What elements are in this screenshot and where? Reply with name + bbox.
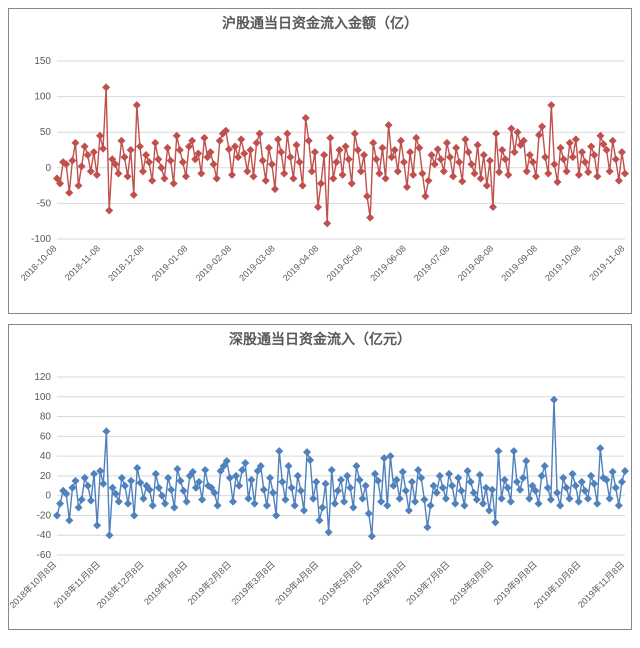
svg-text:100: 100 — [34, 392, 51, 403]
svg-text:2019年8月8日: 2019年8月8日 — [447, 559, 495, 607]
svg-text:2018-10-08: 2018-10-08 — [19, 243, 59, 283]
svg-text:2019年1月8日: 2019年1月8日 — [141, 559, 189, 607]
svg-text:-50: -50 — [37, 198, 52, 209]
svg-text:150: 150 — [34, 56, 51, 67]
svg-text:2019-02-08: 2019-02-08 — [194, 243, 234, 283]
svg-text:120: 120 — [34, 372, 51, 383]
svg-text:0: 0 — [45, 491, 51, 502]
chart-sh-title: 沪股通当日资金流入金额（亿） — [9, 9, 631, 33]
svg-text:2019-01-08: 2019-01-08 — [150, 243, 190, 283]
svg-text:2019-07-08: 2019-07-08 — [412, 243, 452, 283]
svg-text:2019年4月8日: 2019年4月8日 — [272, 559, 320, 607]
svg-text:80: 80 — [40, 412, 52, 423]
svg-text:-40: -40 — [37, 530, 52, 541]
svg-text:-60: -60 — [37, 550, 52, 561]
svg-text:50: 50 — [40, 127, 52, 138]
svg-text:2019-09-08: 2019-09-08 — [499, 243, 539, 283]
chart-sz-connect: 深股通当日资金流入（亿元） -60 -40 -20 0 20 40 60 80 100 120 20… — [8, 324, 632, 630]
svg-text:2019年5月8日: 2019年5月8日 — [316, 559, 364, 607]
svg-text:2018-12-08: 2018-12-08 — [106, 243, 146, 283]
svg-text:100: 100 — [34, 92, 51, 103]
svg-text:2018年11月8日: 2018年11月8日 — [51, 559, 102, 610]
svg-text:2019年11月8日: 2019年11月8日 — [575, 559, 626, 610]
svg-text:2019年9月8日: 2019年9月8日 — [491, 559, 539, 607]
svg-text:2019年2月8日: 2019年2月8日 — [185, 559, 233, 607]
svg-text:-100: -100 — [31, 234, 51, 245]
svg-text:2019-05-08: 2019-05-08 — [325, 243, 365, 283]
svg-text:20: 20 — [40, 471, 52, 482]
svg-text:2019年3月8日: 2019年3月8日 — [229, 559, 277, 607]
svg-text:-20: -20 — [37, 510, 52, 521]
chart-sh-connect: 沪股通当日资金流入金额（亿） -100 -50 0 50 100 150 2018-10-0… — [8, 8, 632, 314]
svg-text:0: 0 — [45, 163, 51, 174]
svg-text:2019-10-08: 2019-10-08 — [543, 243, 583, 283]
chart-sh-svg: -100 -50 0 50 100 150 2018-10-082018-11-082018… — [9, 33, 633, 313]
svg-text:2019-08-08: 2019-08-08 — [456, 243, 496, 283]
chart-sz-svg: -60-40-200204060801001202018年10月8日2018年1… — [9, 349, 633, 629]
svg-text:2018-11-08: 2018-11-08 — [63, 243, 102, 282]
svg-text:2019年7月8日: 2019年7月8日 — [404, 559, 452, 607]
svg-text:2019-04-08: 2019-04-08 — [281, 243, 321, 283]
chart-sz-title: 深股通当日资金流入（亿元） — [9, 325, 631, 349]
svg-text:40: 40 — [40, 451, 52, 462]
svg-text:60: 60 — [40, 431, 52, 442]
svg-text:2019-03-08: 2019-03-08 — [237, 243, 277, 283]
svg-text:2019-11-08: 2019-11-08 — [587, 243, 626, 282]
svg-text:2019-06-08: 2019-06-08 — [368, 243, 408, 283]
svg-text:2019年6月8日: 2019年6月8日 — [360, 559, 408, 607]
